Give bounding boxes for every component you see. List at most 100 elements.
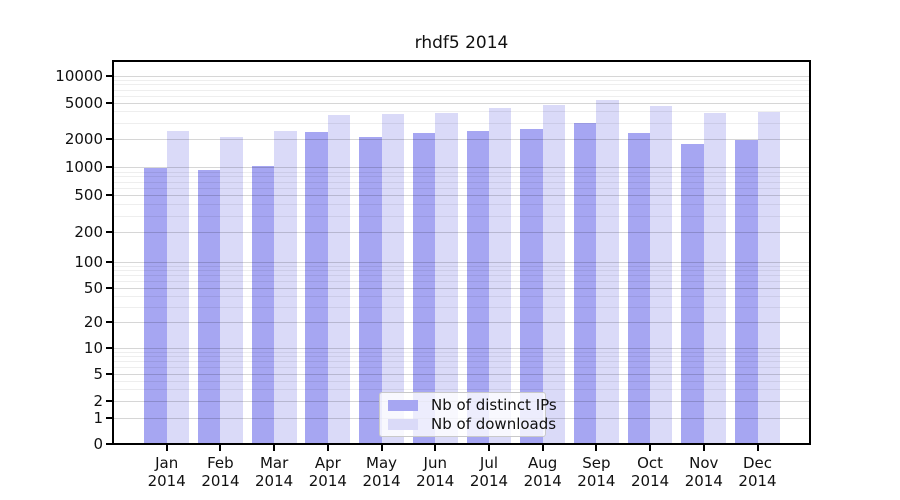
bottom-spine (112, 443, 811, 445)
legend-swatch-distinct-ips (388, 399, 418, 411)
y-tick-label: 20 (83, 312, 103, 331)
y-tick-mark (106, 74, 112, 77)
legend-item-distinct-ips: Nb of distinct IPs (388, 396, 557, 414)
bar-aug-distinct-ips (520, 128, 543, 444)
bar-may-downloads (381, 113, 404, 444)
x-tick-mark (219, 445, 222, 451)
y-tick-mark (106, 346, 112, 349)
x-tick-mark (487, 445, 490, 451)
gridline-major (113, 75, 810, 77)
x-tick-mark (541, 445, 544, 451)
bar-jan-distinct-ips (144, 167, 167, 444)
gridline-minor (113, 280, 810, 282)
y-tick-label: 2 (93, 391, 103, 410)
bar-feb-downloads (220, 136, 243, 444)
gridline-minor (113, 122, 810, 124)
gridline-minor (113, 79, 810, 81)
y-tick-label: 10000 (55, 66, 103, 85)
y-tick-mark (106, 399, 112, 402)
y-tick-mark (106, 286, 112, 289)
bar-jul-distinct-ips (466, 131, 489, 444)
bar-mar-distinct-ips (251, 166, 275, 444)
gridline-minor (113, 270, 810, 272)
bar-apr-distinct-ips (305, 132, 328, 444)
x-tick-label: May 2014 (362, 454, 401, 490)
gridline-minor (113, 389, 810, 391)
gridline-minor (113, 215, 810, 217)
y-tick-label: 1 (93, 408, 103, 427)
bar-dec-distinct-ips (735, 140, 758, 444)
x-tick-mark (595, 445, 598, 451)
y-tick-label: 2000 (64, 129, 103, 148)
gridline-minor (113, 295, 810, 297)
gridline-minor (113, 176, 810, 178)
y-tick-label: 1000 (64, 158, 103, 177)
y-tick-mark (106, 416, 112, 419)
gridline-major (113, 195, 810, 197)
y-tick-mark (106, 443, 112, 445)
top-spine (112, 60, 811, 62)
gridline-minor (113, 89, 810, 91)
y-tick-mark (106, 194, 112, 197)
y-tick-label: 50 (83, 278, 103, 297)
x-tick-label: Nov 2014 (684, 454, 723, 490)
gridline-minor (113, 171, 810, 173)
bar-oct-distinct-ips (627, 133, 651, 444)
x-tick-label: Oct 2014 (630, 454, 670, 490)
bar-aug-downloads (542, 105, 566, 444)
gridline-minor (113, 306, 810, 308)
y-tick-label: 200 (74, 222, 103, 241)
x-tick-label: Feb 2014 (201, 454, 240, 490)
bar-sep-distinct-ips (573, 123, 597, 444)
x-tick-label: Jan 2014 (147, 454, 186, 490)
gridline-minor (113, 367, 810, 369)
gridline-minor (113, 380, 810, 382)
bar-jan-downloads (166, 130, 190, 444)
bar-nov-downloads (703, 113, 727, 444)
gridline-minor (113, 356, 810, 358)
legend-label: Nb of distinct IPs (431, 396, 557, 414)
gridline-minor (113, 265, 810, 267)
x-tick-mark (165, 445, 168, 451)
right-spine (809, 60, 811, 445)
y-tick-mark (106, 137, 112, 140)
gridline-major (113, 321, 810, 323)
legend-swatch-downloads (388, 418, 418, 430)
y-tick-label: 5000 (64, 93, 103, 112)
x-tick-label: Jun 2014 (416, 454, 455, 490)
x-tick-label: Apr 2014 (308, 454, 347, 490)
y-tick-mark (106, 320, 112, 323)
gridline-minor (113, 275, 810, 277)
gridline-major (113, 347, 810, 349)
gridline-minor (113, 204, 810, 206)
gridline-minor (113, 95, 810, 97)
x-tick-mark (649, 445, 652, 451)
gridline-major (113, 287, 810, 289)
bar-jul-downloads (488, 108, 512, 444)
x-tick-mark (702, 445, 705, 451)
bar-oct-downloads (650, 106, 673, 444)
bar-mar-downloads (274, 131, 297, 444)
y-tick-label: 10 (83, 338, 103, 357)
y-tick-mark (106, 230, 112, 233)
x-tick-label: Jul 2014 (469, 454, 509, 490)
gridline-major (113, 138, 810, 140)
gridline-minor (113, 351, 810, 353)
x-tick-mark (434, 445, 437, 451)
gridline-major (113, 231, 810, 233)
y-tick-label: 5 (93, 365, 103, 384)
bar-nov-distinct-ips (681, 144, 704, 444)
x-tick-label: Dec 2014 (738, 454, 777, 490)
y-tick-label: 0 (93, 435, 103, 453)
y-tick-mark (106, 101, 112, 104)
gridline-minor (113, 84, 810, 86)
legend-item-downloads: Nb of downloads (388, 415, 556, 433)
gridline-major (113, 261, 810, 263)
bar-sep-downloads (596, 99, 619, 444)
x-tick-mark (273, 445, 276, 451)
gridline-major (113, 102, 810, 104)
bar-may-distinct-ips (359, 137, 382, 444)
